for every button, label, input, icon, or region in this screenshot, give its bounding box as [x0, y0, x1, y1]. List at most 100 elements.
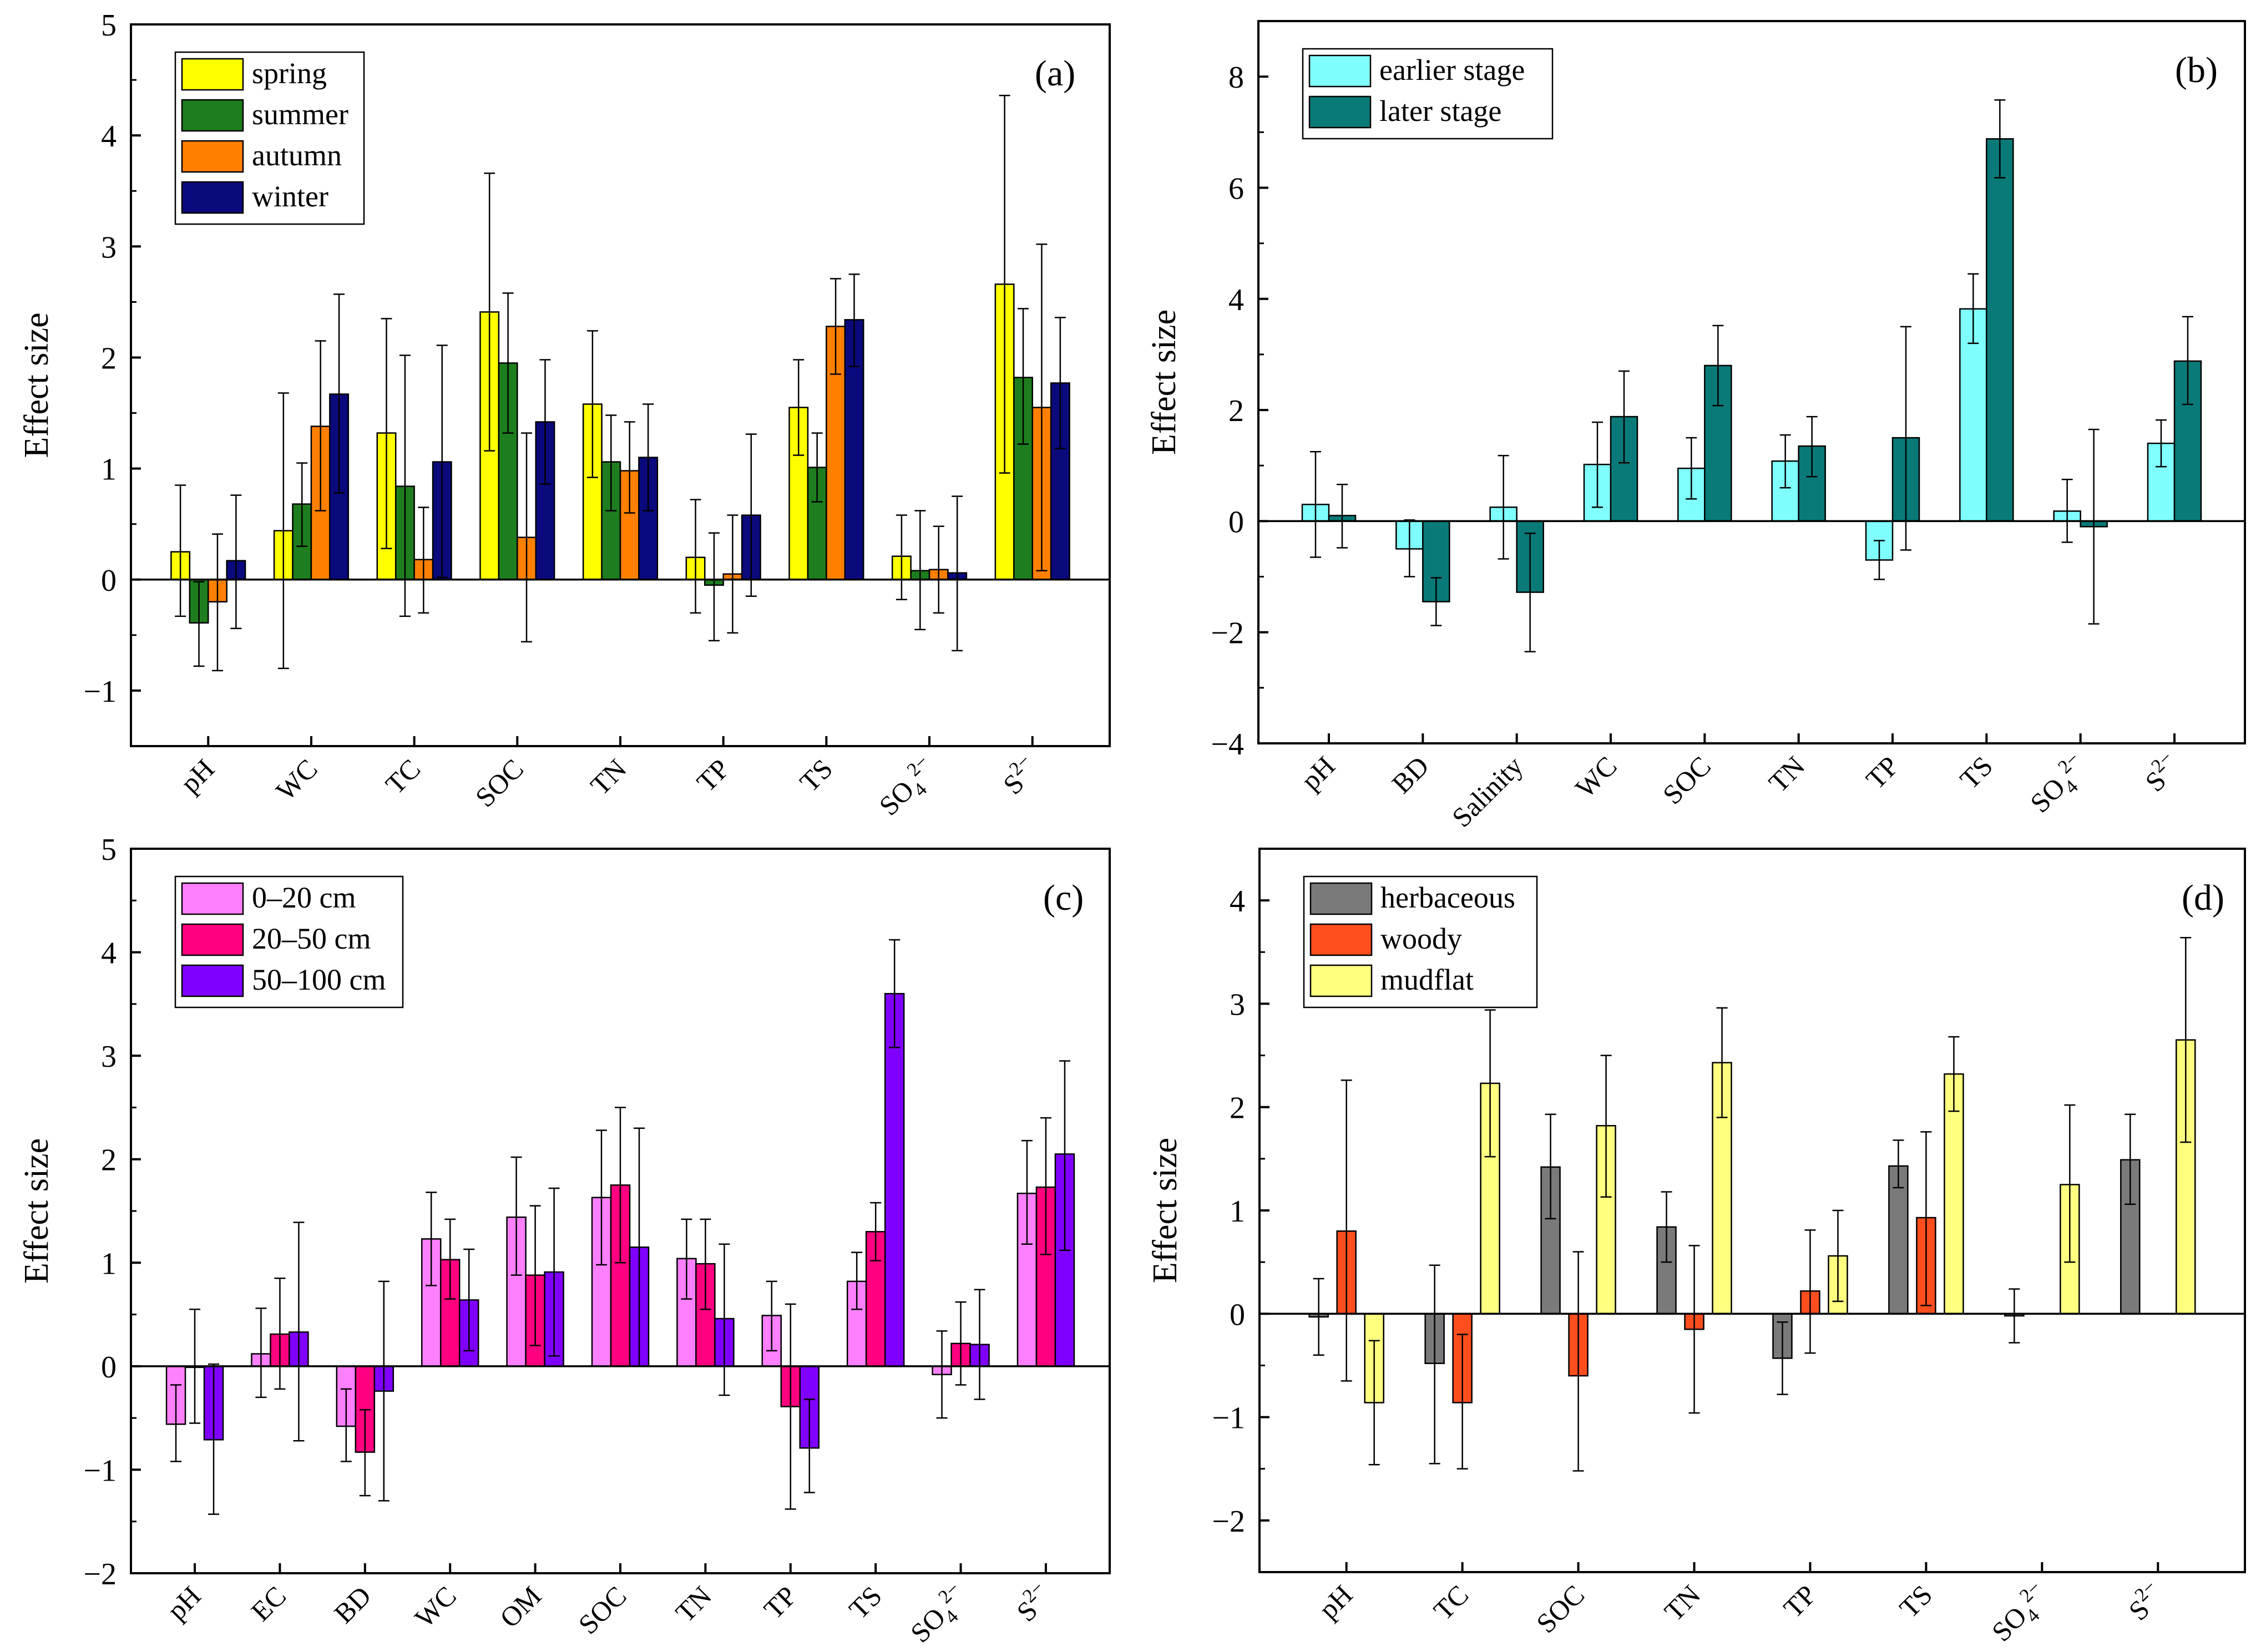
y-tick-label: 4	[101, 936, 117, 971]
chart-panel-1: −1 0 1 2 3 4 5 Effect size pH WC TC SOC TN TP TS SO42− S…	[18, 8, 1111, 826]
label-subscript: 4	[2060, 776, 2082, 798]
bar-herbaceous	[1656, 1226, 1677, 1315]
panel-label: (a)	[1035, 53, 1075, 94]
x-tick-label-om: OM	[494, 1580, 548, 1634]
y-tick-label: 2	[1228, 394, 1244, 428]
label-superscript: 2−	[2130, 1576, 2160, 1606]
y-tick-label: 1	[101, 453, 117, 487]
x-tick-label-ph: pH	[174, 753, 220, 799]
x-tick-label-ts: TS	[843, 1580, 888, 1625]
y-tick-label: 2	[1230, 1091, 1245, 1126]
y-axis-label: Effect size	[18, 1138, 55, 1284]
y-tick-label: −2	[1211, 616, 1244, 651]
x-tick-label-s: S2−	[1007, 1577, 1058, 1628]
label-superscript: 2−	[2147, 747, 2177, 777]
x-tick-label-soc: SOC	[1530, 1579, 1590, 1639]
plot-frame	[1257, 20, 2246, 744]
y-tick-label: −1	[83, 675, 117, 709]
legend-swatch	[181, 99, 244, 132]
chart-panel-4: −2 −1 0 1 2 3 4 Effect size pH TC SOC TN TP TS SO42− S2…	[1146, 848, 2246, 1651]
y-tick-label: 5	[101, 833, 117, 867]
y-tick-label: 3	[101, 1040, 117, 1074]
bar-later-stage	[1986, 138, 2014, 522]
legend-label: autumn	[252, 139, 342, 172]
legend-swatch	[181, 964, 244, 997]
x-tick-label-soc: SOC	[572, 1580, 632, 1640]
label-subscript: 4	[2022, 1604, 2044, 1626]
y-tick-label: 0	[101, 564, 117, 598]
legend-label: 0–20 cm	[252, 881, 356, 914]
x-tick-label-tn: TN	[1658, 1579, 1707, 1627]
legend-swatch	[181, 882, 244, 915]
x-tick-label-tn: TN	[669, 1580, 717, 1628]
legend-swatch	[1309, 964, 1373, 997]
x-tick-label-ph: pH	[1313, 1579, 1359, 1625]
x-tick-label-so4: SO42−	[2022, 748, 2097, 823]
y-tick-label: 3	[101, 230, 117, 265]
x-tick-label-tp: TP	[691, 753, 736, 798]
x-tick-label-wc: WC	[408, 1580, 462, 1634]
label-subscript: 4	[940, 1605, 963, 1628]
panel-label: (b)	[2175, 50, 2218, 90]
legend-label: 50–100 cm	[252, 963, 386, 996]
y-axis-label: Effect size	[18, 312, 55, 458]
x-tick-label-wc: WC	[270, 753, 323, 807]
legend-swatch	[1308, 95, 1372, 129]
y-tick-label: 4	[1228, 283, 1244, 317]
x-tick-label-s: S2−	[2136, 747, 2187, 798]
legend-swatch	[1309, 882, 1373, 915]
y-tick-label: 0	[101, 1350, 117, 1385]
y-tick-label: −1	[1212, 1401, 1245, 1436]
panel-label: (c)	[1043, 878, 1084, 918]
x-tick-label-tc: TC	[380, 753, 427, 800]
legend-label: herbaceous	[1380, 881, 1515, 914]
x-tick-label-tc: TC	[1428, 1579, 1475, 1626]
x-tick-label-bd: BD	[328, 1580, 377, 1629]
x-tick-label-tp: TP	[758, 1580, 803, 1625]
x-tick-label-ts: TS	[1954, 750, 1999, 795]
y-tick-label: 5	[101, 8, 117, 43]
y-tick-label: −2	[1212, 1504, 1245, 1539]
y-tick-label: −4	[1211, 727, 1244, 762]
y-tick-label: 0	[1228, 505, 1244, 539]
y-tick-label: 2	[101, 1143, 117, 1178]
legend-label: later stage	[1379, 94, 1501, 128]
x-tick-label-tp: TP	[1777, 1579, 1822, 1624]
x-tick-label-wc: WC	[1569, 750, 1623, 804]
y-tick-label: 0	[1230, 1298, 1245, 1332]
legend-label: 20–50 cm	[252, 922, 371, 955]
x-tick-label-so4: SO42−	[871, 751, 946, 826]
label-superscript: 2−	[2015, 1577, 2045, 1607]
y-tick-label: 6	[1228, 171, 1244, 206]
legend-label: woody	[1380, 922, 1462, 955]
legend-swatch	[181, 140, 244, 173]
x-tick-label-ph: pH	[1295, 750, 1341, 796]
x-tick-label-salinity: Salinity	[1446, 750, 1529, 833]
label-superscript: 2−	[1018, 1577, 1048, 1607]
x-tick-label-bd: BD	[1385, 750, 1435, 799]
x-tick-label-ec: EC	[245, 1580, 292, 1627]
chart-panel-2: −4 −2 0 2 4 6 8 Effect size pH BD Salinity WC SOC TN T…	[1145, 20, 2246, 833]
y-tick-label: 3	[1230, 987, 1245, 1022]
x-tick-label-ts: TS	[793, 753, 838, 798]
label-superscript: 2−	[903, 751, 933, 781]
panel-label: (d)	[2182, 878, 2224, 918]
label-subscript: 4	[909, 778, 931, 800]
y-axis-label: Effect size	[1146, 1138, 1184, 1283]
legend-swatch	[1308, 54, 1372, 88]
legend-swatch	[181, 58, 244, 91]
y-tick-label: −2	[83, 1557, 117, 1592]
legend-label: earlier stage	[1379, 53, 1525, 87]
legend-swatch	[1309, 923, 1373, 956]
x-tick-label-tp: TP	[1860, 750, 1905, 795]
x-tick-label-ph: pH	[161, 1580, 207, 1626]
x-tick-label-s: S2−	[994, 750, 1044, 800]
legend-label: winter	[252, 180, 328, 213]
x-tick-label-tn: TN	[1763, 750, 1811, 798]
y-tick-label: 4	[101, 119, 117, 154]
x-tick-label-so4: SO42−	[902, 1578, 978, 1652]
y-tick-label: −1	[83, 1453, 117, 1488]
x-tick-label-soc: SOC	[1657, 750, 1717, 810]
legend-label: spring	[252, 57, 327, 90]
